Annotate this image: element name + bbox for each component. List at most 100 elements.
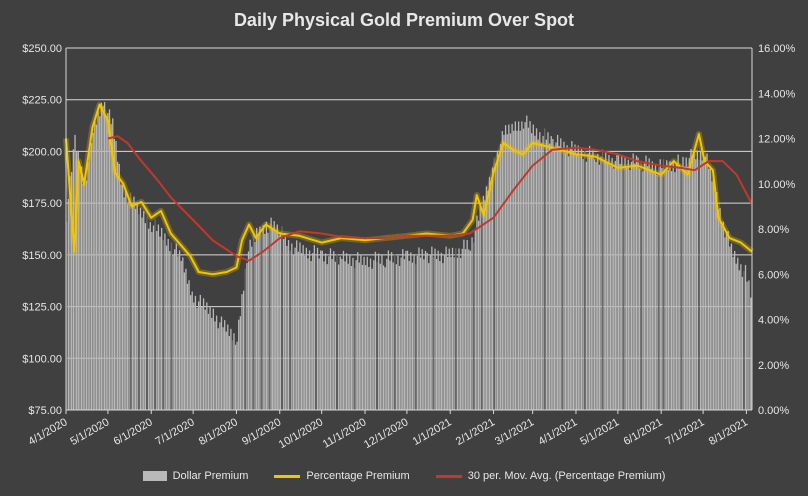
bar — [648, 158, 650, 410]
bar — [423, 259, 425, 410]
x-tick-label: 12/1/2020 — [362, 416, 410, 451]
bar — [394, 253, 396, 410]
bar — [273, 221, 275, 410]
bar — [71, 172, 73, 410]
bar — [386, 258, 388, 410]
bar — [116, 161, 119, 410]
bar — [738, 270, 740, 410]
x-tick-label: 6/1/2021 — [622, 416, 665, 448]
bar — [373, 260, 375, 410]
bar — [198, 301, 200, 410]
bar — [196, 307, 198, 410]
y2-tick-label: 6.00% — [758, 269, 789, 281]
bar — [468, 249, 470, 410]
bar — [658, 167, 660, 410]
bar — [336, 253, 338, 410]
bar — [611, 157, 613, 410]
bar — [151, 232, 153, 410]
bar — [575, 153, 578, 411]
bar — [357, 252, 359, 410]
y2-tick-label: 4.00% — [758, 315, 789, 327]
bar — [428, 263, 430, 410]
y-tick-label: $100.00 — [22, 353, 62, 365]
bar — [410, 252, 412, 410]
bar — [161, 227, 163, 410]
bar — [639, 168, 641, 410]
bar — [234, 344, 237, 410]
bar — [517, 121, 520, 410]
bar — [270, 217, 272, 410]
bar — [508, 124, 510, 410]
bar — [305, 247, 308, 410]
bar — [193, 302, 195, 410]
bar — [315, 255, 317, 410]
bar — [458, 248, 460, 410]
bar — [268, 225, 271, 410]
bar — [141, 217, 143, 410]
bar — [642, 171, 644, 410]
bar — [737, 257, 739, 410]
bar — [429, 254, 431, 410]
bar — [352, 257, 354, 410]
bar — [669, 161, 671, 410]
bar — [252, 234, 255, 410]
bar — [670, 171, 673, 410]
x-tick-label: 7/1/2021 — [664, 416, 707, 448]
bar — [600, 156, 602, 410]
x-tick-label: 9/1/2020 — [240, 416, 283, 448]
bar — [434, 248, 436, 410]
bar — [585, 161, 588, 410]
bar — [619, 163, 621, 410]
x-tick-label: 4/1/2020 — [26, 416, 69, 448]
bar — [262, 225, 264, 410]
bar — [272, 228, 274, 410]
bar — [209, 306, 211, 410]
bar — [260, 235, 263, 410]
bar — [227, 324, 229, 410]
y2-tick-label: 2.00% — [758, 360, 789, 372]
bar — [529, 121, 531, 410]
bar — [95, 124, 98, 410]
bar — [100, 102, 102, 411]
bar — [175, 243, 177, 410]
bar — [712, 176, 715, 410]
bar — [593, 159, 596, 410]
bar — [424, 250, 427, 410]
bar — [224, 320, 226, 410]
bar — [574, 144, 576, 411]
bar — [501, 131, 503, 410]
bar — [387, 250, 390, 410]
bar — [178, 250, 181, 410]
bar — [521, 121, 523, 410]
bar — [133, 196, 135, 410]
bar — [126, 204, 129, 410]
bar — [66, 221, 68, 410]
bar — [242, 290, 245, 410]
bar — [437, 250, 439, 410]
bar — [548, 143, 551, 410]
bar — [455, 248, 457, 410]
bar — [477, 220, 480, 410]
bar — [174, 249, 176, 410]
bar — [85, 180, 88, 410]
bar — [156, 231, 158, 410]
y-tick-label: $125.00 — [22, 302, 62, 314]
bar — [102, 105, 104, 411]
bar — [219, 322, 221, 410]
bar — [302, 245, 304, 410]
bar — [287, 240, 290, 410]
bar — [717, 209, 720, 410]
bar — [82, 183, 84, 410]
bar — [167, 238, 169, 410]
bar — [601, 149, 604, 410]
bar — [695, 159, 697, 410]
y-tick-label: $200.00 — [22, 146, 62, 158]
y-tick-label: $175.00 — [22, 198, 62, 210]
bar — [588, 145, 591, 410]
bar — [408, 260, 410, 410]
bar — [688, 158, 691, 410]
bar — [180, 261, 182, 410]
bar — [552, 139, 554, 410]
legend-swatch-moving-average — [435, 474, 462, 478]
bar — [170, 242, 173, 410]
